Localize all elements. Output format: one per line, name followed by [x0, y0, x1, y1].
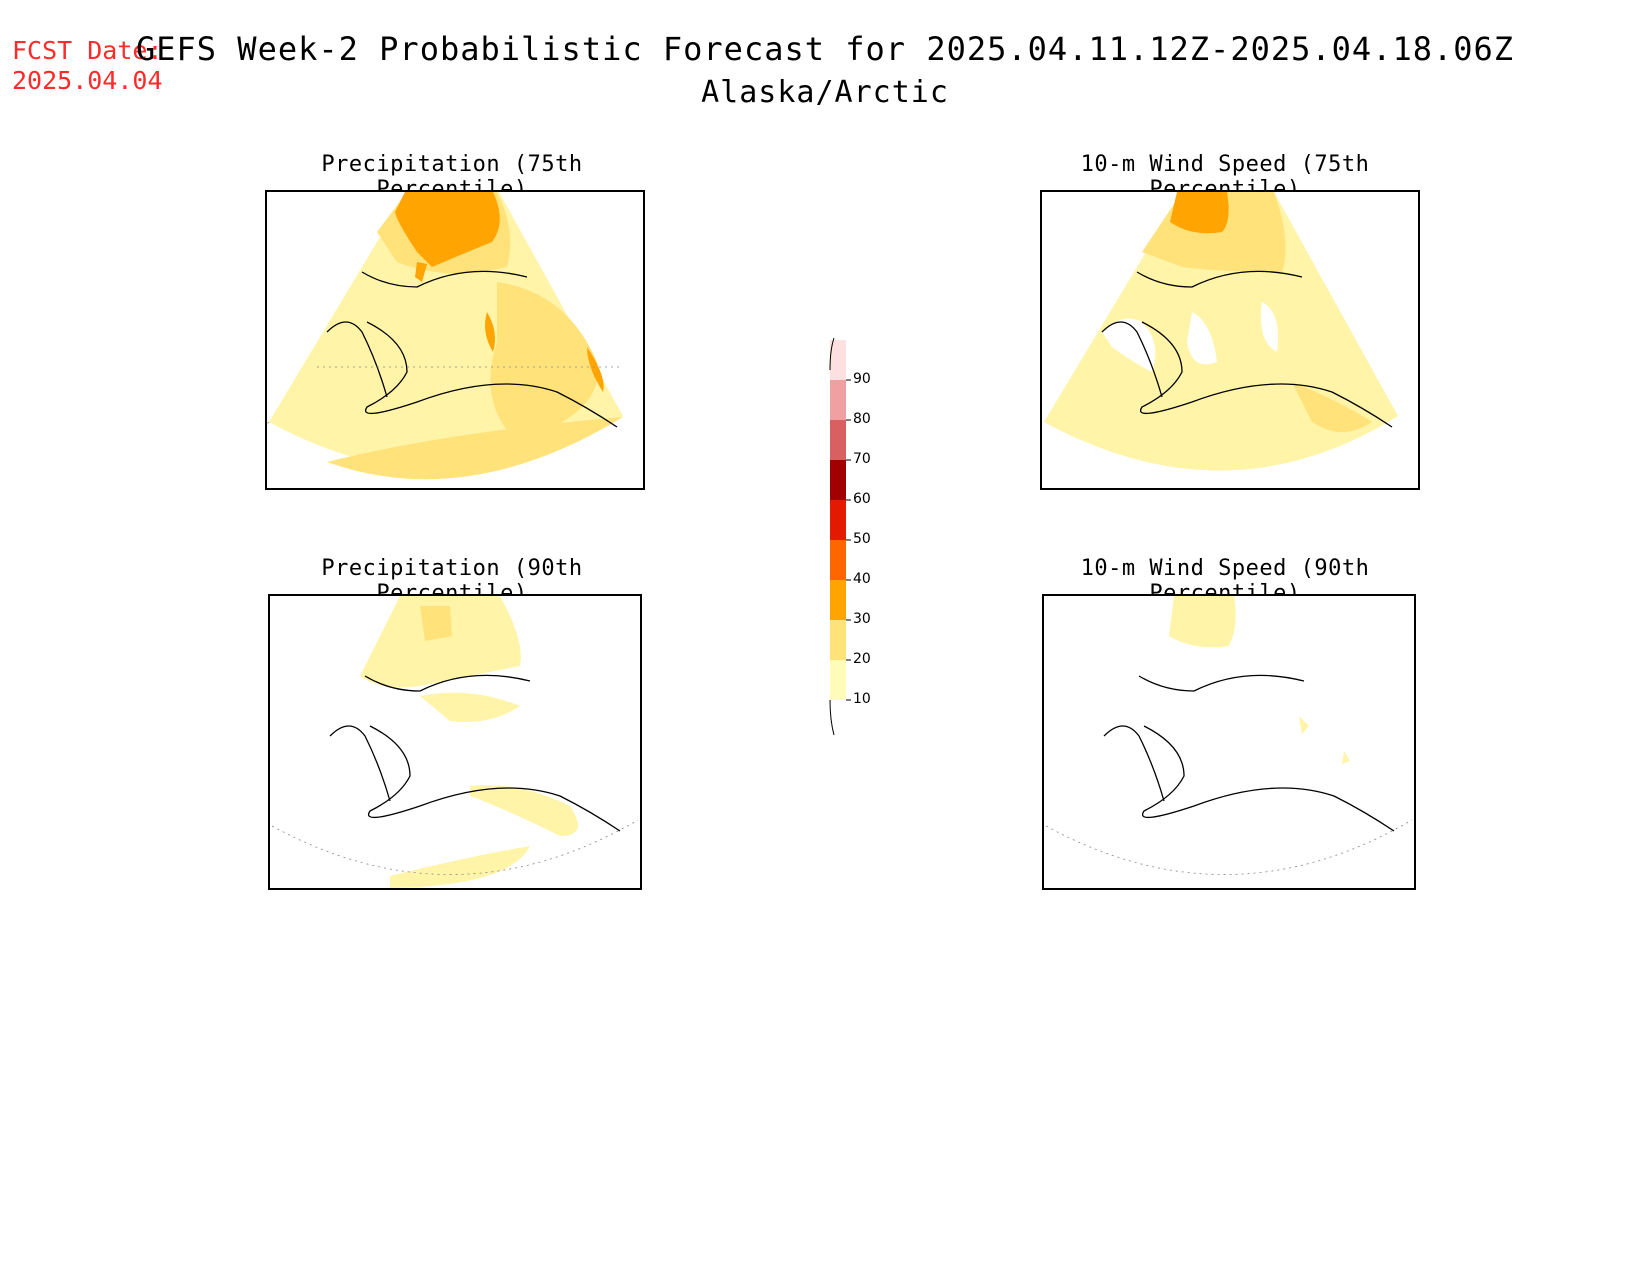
map-precip-75 [265, 190, 645, 490]
colorbar-label: 90 [853, 371, 871, 387]
colorbar-label: 80 [853, 411, 871, 427]
colorbar-label: 20 [853, 651, 871, 667]
map-wind-75 [1040, 190, 1420, 490]
colorbar-swatch [830, 460, 846, 500]
colorbar-swatch [830, 540, 846, 580]
colorbar-swatch [830, 620, 846, 660]
map-svg-precip-90 [271, 596, 639, 888]
colorbar [829, 337, 851, 736]
page-subtitle: Alaska/Arctic [701, 75, 949, 110]
map-svg-wind-90 [1045, 596, 1413, 875]
colorbar-swatch [830, 580, 846, 620]
colorbar-swatch [830, 500, 846, 540]
colorbar-label: 70 [853, 451, 871, 467]
map-wind-90 [1042, 594, 1416, 890]
colorbar-label: 60 [853, 491, 871, 507]
colorbar-swatch [830, 340, 846, 380]
fcst-label: FCST Date: [12, 36, 163, 65]
colorbar-swatch [830, 660, 846, 700]
map-precip-90 [268, 594, 642, 890]
colorbar-swatch [830, 380, 846, 420]
page-title: GEFS Week-2 Probabilistic Forecast for 2… [135, 30, 1515, 68]
colorbar-label: 50 [853, 531, 871, 547]
map-svg-wind-75 [1044, 192, 1398, 471]
forecast-date-label: FCST Date: 2025.04.04 [12, 36, 163, 96]
colorbar-label: 40 [853, 571, 871, 587]
colorbar-label: 10 [853, 691, 871, 707]
colorbar-swatch [830, 420, 846, 460]
fcst-date: 2025.04.04 [12, 66, 163, 95]
colorbar-label: 30 [853, 611, 871, 627]
map-svg-precip-75 [267, 192, 623, 480]
panel-title-wind-75: 10-m Wind Speed (75th Percentile) [1080, 152, 1370, 202]
